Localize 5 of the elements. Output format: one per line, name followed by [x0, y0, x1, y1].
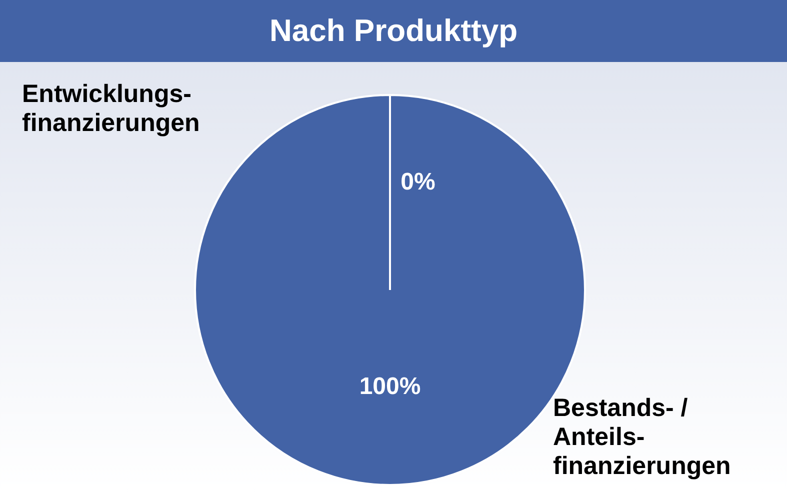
- category-label: Entwicklungs-finanzierungen: [22, 80, 200, 137]
- text: 0%: [400, 168, 436, 196]
- data-label: 100%: [359, 373, 421, 400]
- chart-title: Nach Produkttyp: [0, 0, 787, 62]
- slice-label: Bestands- / Anteils-finanzierungen: [553, 394, 732, 481]
